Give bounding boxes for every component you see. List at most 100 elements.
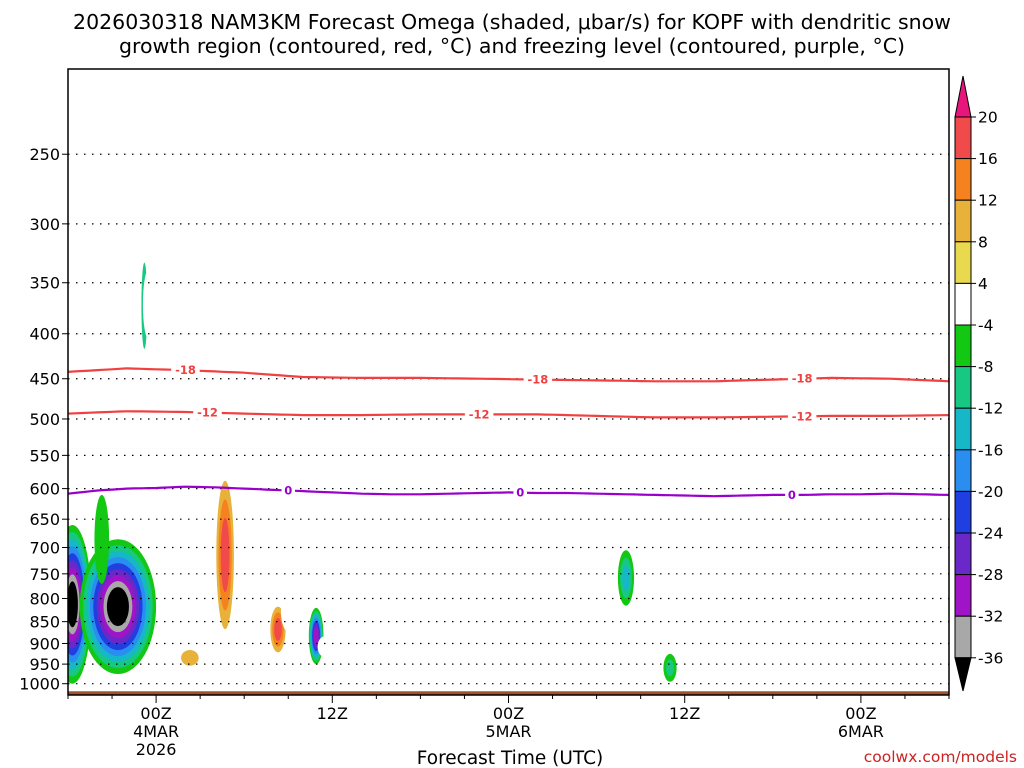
colorbar-bin-9 [954,490,972,534]
freezing-level-label-bg-0 [281,483,295,498]
y-tick-label-600: 600 [29,480,60,499]
y-tick-label-250: 250 [29,145,60,164]
dgz-bottom-minus12-label-1: -12 [469,407,490,421]
omega-feature-11 [254,482,258,510]
freezing-level-label-1: 0 [516,486,524,500]
colorbar-bottom-arrow [954,657,972,692]
dgz-top-minus18: -18 -18 -18 [68,363,949,387]
y-tick-label-700: 700 [29,538,60,557]
dgz-bottom-minus12-label-0: -12 [197,406,218,420]
dgz-top-minus18-label-bg-0 [171,363,200,378]
colorbar-label-3: 8 [978,233,988,251]
omega-feature-2 [142,269,155,340]
colorbar-label-2: 12 [978,192,998,210]
omega-shade-19-8 [106,587,129,627]
x-tick-label-2: 00Z [493,704,524,723]
colorbar-bin-1 [954,158,972,201]
omega-feature-18 [68,525,92,684]
dgz-bottom-minus12-label-bg-2 [787,409,817,424]
omega-feature-0 [96,100,107,233]
omega-shade-5-0 [250,576,256,601]
y-tick-label-550: 550 [29,446,60,465]
omega-shade-18-8 [68,581,78,628]
x-axis-title: Forecast Time (UTC) [417,748,603,768]
omega-shade-6-3 [274,618,282,641]
colorbar-bin-3 [954,241,972,284]
omega-shade-2-0 [142,269,155,340]
colorbar-label-5: -4 [978,317,993,335]
y-tick-label-300: 300 [29,215,60,234]
colorbar-label-13: -36 [978,649,1003,667]
omega-feature-15 [639,650,663,666]
colorbar-bin-8 [954,449,972,492]
omega-feature-3 [95,412,105,443]
omega-feature-13 [617,550,635,606]
dgz-top-minus18-label-bg-2 [787,371,817,386]
freezing-level-line [68,485,949,498]
omega-shade-13-2 [622,564,630,591]
omega-feature-5 [250,576,256,601]
y-tick-label-500: 500 [29,410,60,429]
colorbar-top-arrow [954,75,972,118]
dgz-top-minus18-line [68,367,949,383]
omega-feature-20 [94,494,110,584]
freezing-level-label-2: 0 [788,488,796,502]
pressure-axis: 250 300 350 400 450 500 550 600 650 700 750 800 850 9… [19,145,68,694]
colorbar-label-4: 4 [978,275,988,293]
colorbar-label-1: 16 [978,150,998,168]
omega-shade-12-0 [618,494,628,531]
x-tick-label-4: 00Z [845,704,876,723]
y-tick-label-450: 450 [29,370,60,389]
colorbar-bin-7 [954,407,972,451]
colorbar-bin-11 [954,574,972,617]
temperature-contours: -18 -18 -18 -12 -12 -12 0 0 0 [68,363,949,502]
dgz-top-minus18-label-2: -18 [792,372,813,386]
omega-shade-17-1 [666,659,674,677]
omega-shade-16-0 [682,634,693,659]
x-tick-label-3: 12Z [669,704,700,723]
omega-shade-10-1 [181,649,199,666]
y-tick-label-850: 850 [29,613,60,632]
colorbar-bin-0 [954,116,972,160]
dgz-top-minus18-label-bg-1 [523,372,553,387]
y-tick-label-400: 400 [29,325,60,344]
freezing-level-label-bg-2 [785,487,799,502]
colorbar-label-7: -12 [978,400,1003,418]
dgz-top-minus18-label-0: -18 [175,363,196,377]
omega-feature-4 [214,462,237,648]
omega-feature-17 [663,653,677,682]
pressure-gridlines [68,153,949,685]
y-tick-label-950: 950 [29,655,60,674]
omega-shade-3-0 [95,412,105,443]
y-tick-label-900: 900 [29,634,60,653]
colorbar-bin-12 [954,615,972,659]
colorbar-label-9: -20 [978,483,1003,501]
freezing-level-label-0: 0 [284,484,292,498]
colorbar-bin-2 [954,199,972,243]
dgz-top-minus18-label-1: -18 [527,373,548,387]
omega-feature-19 [79,539,157,675]
omega-feature-16 [682,634,693,659]
omega-shade-8-6 [313,627,319,645]
plot-frame [67,68,950,696]
colorbar-label-8: -16 [978,441,1003,459]
colorbar-label-10: -24 [978,525,1003,543]
omega-feature-14 [618,632,628,650]
colorbar-label-11: -28 [978,566,1003,584]
credit-text: coolwx.com/models [864,748,1017,766]
colorbar-label-12: -32 [978,608,1003,626]
colorbar-label-0: 20 [978,109,998,127]
x-tick-date-4: 6MAR [838,722,884,741]
y-tick-label-650: 650 [29,510,60,529]
omega-shade-15-0 [639,650,663,666]
omega-shading-layer [68,100,693,684]
x-tick-date-2: 5MAR [485,722,531,741]
y-tick-label-1000: 1000 [19,675,60,694]
omega-feature-10 [175,644,205,671]
dgz-bottom-minus12-label-2: -12 [792,409,813,423]
x-tick-label-1: 12Z [317,704,348,723]
y-tick-label-350: 350 [29,274,60,293]
omega-feature-12 [618,494,628,531]
